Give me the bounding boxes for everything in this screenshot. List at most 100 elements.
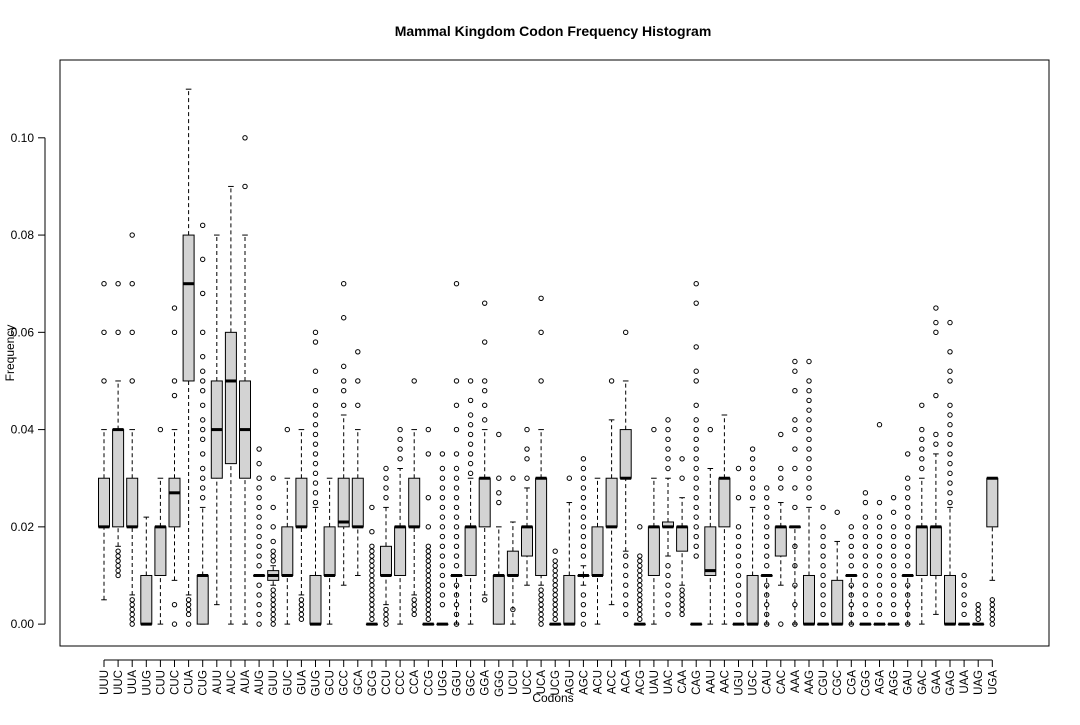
outlier-point (947, 499, 953, 506)
outlier-point (580, 601, 587, 608)
outlier-point (735, 563, 742, 569)
outlier-point (862, 499, 869, 506)
outlier-point (608, 378, 615, 384)
outlier-point (425, 592, 431, 598)
box-AGU (563, 475, 576, 626)
x-tick-label: ACG (635, 670, 647, 695)
outlier-point (905, 451, 911, 457)
outlier-point (453, 553, 460, 559)
outlier-point (693, 504, 699, 511)
outlier-point (496, 490, 502, 496)
x-tick-label: GUC (282, 670, 294, 696)
outlier-point (411, 611, 417, 618)
outlier-point (975, 606, 981, 613)
x-tick-label: AUC (226, 670, 238, 694)
outlier-point (919, 426, 925, 433)
outlier-point (806, 475, 812, 481)
outlier-point (792, 582, 798, 588)
outlier-point (862, 582, 869, 588)
outlier-point (749, 456, 756, 462)
outlier-point (256, 621, 262, 627)
outlier-point (764, 524, 770, 530)
outlier-point (989, 597, 995, 603)
outlier-point (256, 524, 262, 530)
outlier-point (341, 387, 347, 394)
outlier-point (256, 485, 262, 491)
outlier-point (933, 305, 939, 311)
outlier-point (905, 475, 911, 481)
outlier-point (848, 621, 854, 627)
outlier-point (890, 543, 897, 550)
outlier-point (637, 558, 643, 564)
outlier-point (820, 563, 826, 569)
outlier-point (425, 601, 431, 608)
outlier-point (876, 592, 883, 598)
outlier-point (806, 465, 812, 472)
outlier-point (482, 300, 488, 306)
box-UAA (958, 572, 971, 626)
outlier-point (369, 587, 375, 593)
x-tick-label: UGG (437, 670, 449, 696)
outlier-point (764, 563, 770, 569)
outlier-point (876, 514, 883, 520)
box-UGC (746, 446, 759, 626)
outlier-point (425, 494, 431, 501)
outlier-point (115, 281, 121, 287)
outlier-point (947, 412, 953, 418)
outlier-point (453, 402, 460, 408)
outlier-point (256, 543, 262, 550)
outlier-point (284, 426, 290, 433)
outlier-point (693, 485, 699, 491)
outlier-point (905, 621, 911, 627)
outlier-point (200, 417, 206, 423)
box-ACU (591, 477, 604, 625)
box-UUU (98, 281, 110, 601)
outlier-point (270, 558, 276, 564)
outlier-point (778, 621, 784, 627)
outlier-point (665, 465, 671, 472)
outlier-point (453, 378, 460, 384)
outlier-point (312, 499, 319, 506)
outlier-point (453, 465, 460, 472)
outlier-point (862, 553, 869, 559)
outlier-point (425, 567, 431, 574)
outlier-point (933, 392, 939, 399)
x-tick-label: UUA (127, 670, 139, 695)
outlier-point (369, 504, 375, 511)
box-body (563, 574, 576, 625)
outlier-point (623, 563, 629, 569)
x-tick-label: GCG (367, 670, 379, 696)
outlier-point (637, 592, 643, 598)
outlier-point (580, 543, 587, 550)
outlier-point (693, 524, 699, 530)
outlier-point (947, 451, 953, 457)
outlier-point (862, 572, 869, 579)
box-body (478, 477, 491, 528)
outlier-point (989, 616, 995, 622)
x-tick-label: AAU (705, 670, 717, 694)
outlier-point (693, 494, 699, 501)
outlier-point (383, 475, 389, 481)
outlier-point (439, 524, 446, 530)
outlier-point (735, 524, 742, 530)
outlier-point (369, 606, 375, 613)
box-GAC (915, 402, 928, 625)
box-CGU (817, 504, 830, 626)
outlier-point (369, 563, 375, 569)
outlier-point (496, 499, 502, 506)
x-tick-label: UGA (987, 670, 999, 695)
outlier-point (665, 426, 671, 433)
box-body (168, 477, 181, 528)
box-CCA (408, 378, 421, 618)
outlier-point (820, 592, 826, 598)
box-UAC (662, 417, 674, 618)
box-CAC (774, 431, 787, 627)
outlier-point (693, 436, 699, 443)
outlier-point (735, 553, 742, 559)
box-body (704, 526, 717, 576)
outlier-point (580, 553, 587, 559)
x-tick-label: GAG (945, 670, 957, 696)
outlier-point (200, 436, 206, 443)
outlier-point (947, 431, 953, 438)
outlier-point (312, 441, 319, 447)
